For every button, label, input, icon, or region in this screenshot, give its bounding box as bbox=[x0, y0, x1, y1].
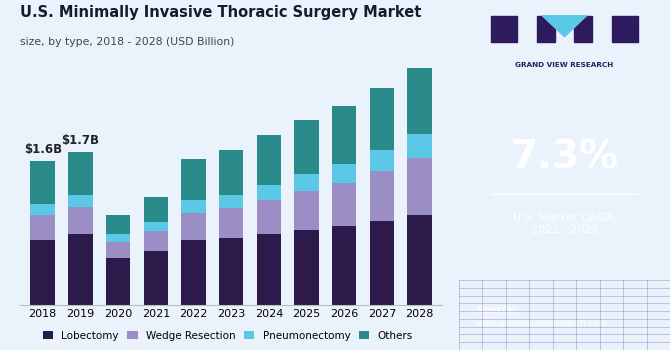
Bar bbox=[294, 230, 319, 304]
Legend: Lobectomy, Wedge Resection, Pneumonectomy, Others: Lobectomy, Wedge Resection, Pneumonectom… bbox=[39, 327, 417, 345]
Polygon shape bbox=[543, 16, 587, 37]
Text: Source:: Source: bbox=[476, 305, 518, 315]
Bar bbox=[68, 234, 92, 304]
Text: www.grandviewresearch.com: www.grandviewresearch.com bbox=[476, 319, 609, 328]
Bar bbox=[219, 150, 243, 195]
Bar bbox=[612, 16, 638, 42]
Bar bbox=[294, 120, 319, 174]
Bar bbox=[332, 164, 356, 183]
Bar bbox=[181, 240, 206, 304]
Bar bbox=[68, 152, 92, 195]
Bar bbox=[332, 183, 356, 226]
Text: U.S. Market CAGR,
2021 - 2028: U.S. Market CAGR, 2021 - 2028 bbox=[513, 213, 616, 235]
Text: $1.6B: $1.6B bbox=[23, 143, 62, 156]
Text: size, by type, 2018 - 2028 (USD Billion): size, by type, 2018 - 2028 (USD Billion) bbox=[20, 37, 234, 47]
Bar bbox=[407, 215, 432, 304]
Bar bbox=[181, 200, 206, 213]
Bar bbox=[490, 16, 517, 42]
Bar bbox=[332, 106, 356, 164]
Bar bbox=[370, 89, 394, 150]
Bar bbox=[257, 185, 281, 200]
Text: 7.3%: 7.3% bbox=[511, 139, 618, 176]
Bar bbox=[143, 231, 168, 251]
Bar bbox=[106, 215, 131, 234]
Bar bbox=[219, 195, 243, 208]
Bar bbox=[407, 158, 432, 215]
Text: $1.7B: $1.7B bbox=[62, 134, 99, 147]
Bar bbox=[106, 258, 131, 304]
Bar bbox=[106, 241, 131, 258]
Bar bbox=[332, 226, 356, 304]
Bar bbox=[143, 222, 168, 231]
Text: GRAND VIEW RESEARCH: GRAND VIEW RESEARCH bbox=[515, 62, 614, 68]
Bar bbox=[30, 215, 55, 240]
Bar bbox=[143, 196, 168, 222]
Bar bbox=[257, 200, 281, 234]
Bar bbox=[181, 213, 206, 240]
Bar bbox=[370, 221, 394, 304]
Bar bbox=[294, 174, 319, 191]
Bar bbox=[219, 238, 243, 304]
Bar bbox=[68, 207, 92, 234]
Bar bbox=[407, 68, 432, 133]
Bar bbox=[537, 16, 555, 42]
Bar bbox=[106, 234, 131, 241]
Bar bbox=[30, 161, 55, 204]
Bar bbox=[181, 159, 206, 200]
Bar bbox=[68, 195, 92, 207]
Text: U.S. Minimally Invasive Thoracic Surgery Market: U.S. Minimally Invasive Thoracic Surgery… bbox=[20, 5, 421, 20]
Bar bbox=[370, 150, 394, 171]
Bar bbox=[257, 234, 281, 304]
Bar bbox=[257, 135, 281, 185]
Bar bbox=[407, 133, 432, 158]
Bar bbox=[294, 191, 319, 230]
Bar bbox=[143, 251, 168, 304]
Bar bbox=[370, 171, 394, 221]
Bar bbox=[30, 240, 55, 304]
Bar bbox=[30, 204, 55, 215]
Bar bbox=[574, 16, 592, 42]
Bar bbox=[219, 208, 243, 238]
